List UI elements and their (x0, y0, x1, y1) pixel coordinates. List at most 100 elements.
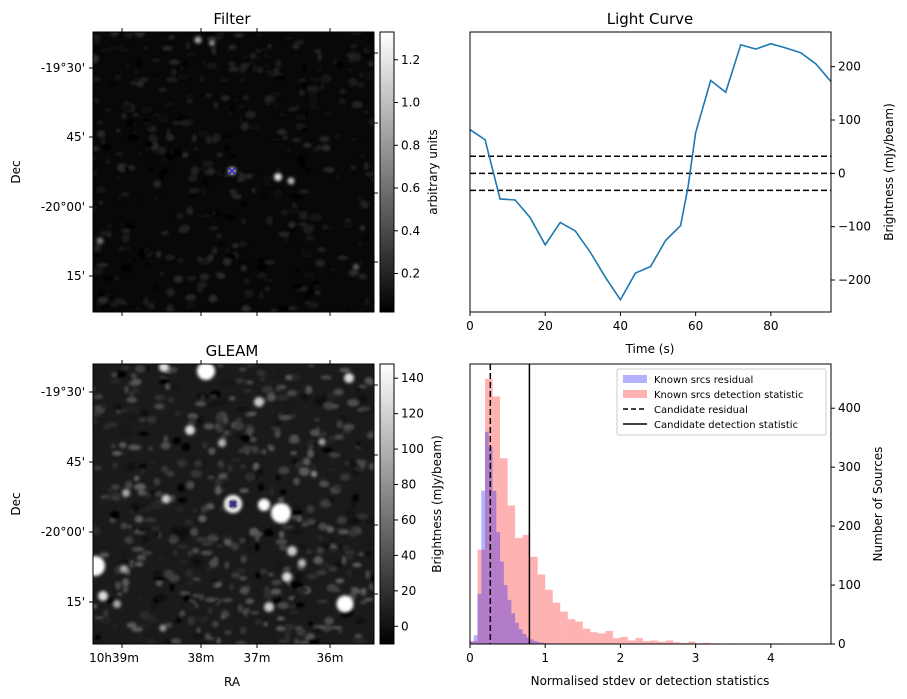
detection-bar (658, 641, 666, 644)
filter-colorbar-label: arbitrary units (426, 129, 440, 215)
filter-x-ticks (121, 28, 378, 316)
histogram-x-tick-label: 0 (466, 651, 474, 665)
light-curve-x-tick-label: 40 (613, 319, 628, 333)
gleam-panel: GLEAM (9, 342, 444, 689)
light-curve-panel: Light Curve 0 20 40 60 80 −200 −100 0 100 200 Tim… (466, 10, 896, 356)
colorbar-tick-label: 0.8 (401, 138, 420, 152)
detection-bar (575, 621, 583, 644)
histogram-x-tick-label: 4 (767, 651, 775, 665)
histogram-y-tick-label: 300 (838, 460, 861, 474)
filter-noise (93, 32, 374, 312)
gleam-x-tick-label: 38m (188, 651, 215, 665)
residual-bar (481, 490, 486, 644)
residual-bar (515, 622, 519, 644)
detection-bar (597, 633, 606, 644)
detection-bar (680, 642, 689, 644)
detection-bar (522, 534, 531, 644)
residual-bar (473, 635, 478, 644)
colorbar-tick-label: 1.2 (401, 53, 420, 67)
colorbar-tick-label: 80 (401, 478, 416, 492)
gleam-colorbar (379, 363, 395, 645)
detection-bar (627, 640, 636, 644)
filter-colorbar (379, 31, 395, 313)
residual-bar (470, 641, 474, 644)
detection-bar (485, 378, 493, 644)
light-curve-line (470, 42, 831, 302)
gleam-y-tick-label: -20°00' (41, 525, 85, 539)
light-curve-y-tick-label: 0 (838, 166, 846, 180)
light-curve-y-tick-label: −100 (838, 220, 871, 234)
gleam-x-tick-label: 36m (317, 651, 344, 665)
gleam-x-ticks: 10h39m 38m 37m 36m (89, 644, 343, 665)
detection-bar (500, 458, 508, 644)
detection-bar (552, 602, 561, 644)
gleam-x-tick-label: 10h39m (89, 651, 139, 665)
filter-y-tick-label: 15' (66, 269, 85, 283)
detection-bar (642, 641, 651, 644)
detection-bar (567, 619, 576, 644)
gleam-y-tick-label: -19°30' (41, 385, 85, 399)
residual-bar (496, 532, 501, 644)
filter-title: Filter (213, 10, 251, 28)
legend-candidate-detection: Candidate detection statistic (654, 420, 798, 431)
candidate-marker-gleam (229, 500, 237, 508)
detection-bar (537, 574, 546, 644)
histogram-y-tick-label: 200 (838, 519, 861, 533)
detection-bar (530, 556, 538, 644)
detection-bar (620, 636, 628, 644)
detection-bar (665, 640, 674, 644)
detection-bar (507, 505, 516, 644)
residual-bar (500, 561, 504, 644)
residual-bar (541, 642, 546, 644)
candidate-marker-filter (228, 167, 236, 175)
detection-bar (545, 589, 553, 644)
colorbar-tick-label: 20 (401, 584, 416, 598)
detection-bar (582, 628, 591, 644)
gleam-y-tick-label: 45' (66, 455, 85, 469)
detection-bar (560, 611, 568, 644)
residual-bar (477, 593, 482, 644)
residual-bar (526, 637, 531, 644)
light-curve-x-label: Time (s) (625, 342, 675, 356)
legend-candidate-residual: Candidate residual (654, 405, 748, 416)
detection-bar (590, 632, 598, 644)
gleam-noise (93, 364, 374, 644)
histogram-x-tick-label: 1 (541, 651, 549, 665)
light-curve-title: Light Curve (607, 10, 693, 28)
light-curve-x-tick-label: 60 (688, 319, 703, 333)
colorbar-tick-label: 120 (401, 407, 424, 421)
detection-bar (688, 641, 696, 644)
detection-bar (470, 641, 478, 644)
detection-bar (673, 642, 681, 644)
colorbar-tick-label: 0.4 (401, 224, 420, 238)
colorbar-tick-label: 140 (401, 371, 424, 385)
residual-bar (537, 642, 542, 644)
residual-bar (485, 431, 489, 644)
histogram-panel: 0 1 2 3 4 0 100 200 300 400 Normalised stdev or d… (466, 363, 885, 688)
light-curve-y-tick-label: 100 (838, 113, 861, 127)
gleam-y-ticks: -19°30' 45' -20°00' 15' (41, 385, 93, 609)
detection-bar (492, 396, 501, 644)
detection-bar (515, 537, 523, 644)
gleam-x-label: RA (224, 675, 241, 689)
light-curve-x-tick-label: 20 (538, 319, 553, 333)
histogram-y-tick-label: 0 (838, 637, 846, 651)
filter-y-tick-label: -19°30' (41, 61, 85, 75)
histogram-x-tick-label: 3 (692, 651, 700, 665)
filter-y-ticks: -19°30' 45' -20°00' 15' (41, 61, 93, 283)
gleam-title: GLEAM (206, 342, 259, 360)
residual-bar (522, 633, 527, 644)
histogram-y-label: Number of Sources (871, 447, 885, 562)
gleam-y-label: Dec (9, 492, 23, 515)
detection-bar (650, 640, 659, 644)
residual-bar (492, 490, 497, 644)
filter-panel: Filter -19°30' 45' -20 (9, 10, 440, 316)
residual-bar (533, 641, 538, 644)
residual-bar (511, 613, 516, 644)
colorbar-tick-label: 0 (401, 619, 409, 633)
histogram-x-label: Normalised stdev or detection statistics (531, 674, 770, 688)
detection-bar (703, 642, 711, 644)
legend-known-detection: Known srcs detection statistic (654, 390, 803, 401)
histogram-x-tick-label: 2 (617, 651, 625, 665)
